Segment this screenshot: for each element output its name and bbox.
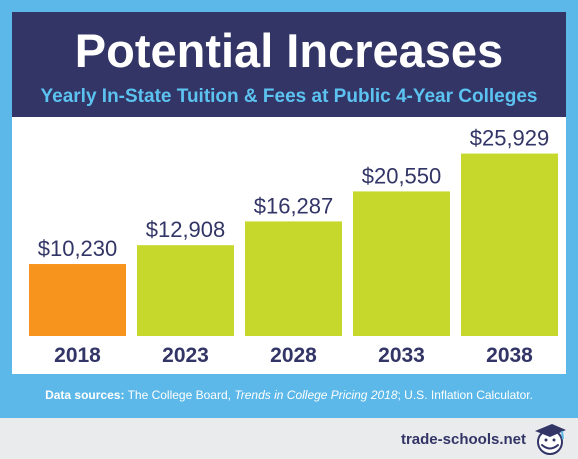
data-sources: Data sources: The College Board, Trends … — [0, 387, 578, 403]
value-label-2033: $20,550 — [362, 163, 442, 188]
footer: trade-schools.net — [0, 418, 578, 459]
data-sources-publication: Trends in College Pricing 2018 — [234, 388, 398, 402]
chart-header: Potential Increases Yearly In-State Tuit… — [12, 12, 566, 117]
graduation-cap-face-icon — [535, 424, 566, 455]
value-label-2028: $16,287 — [254, 193, 334, 218]
bar-2018 — [29, 264, 126, 336]
bar-2028 — [245, 221, 342, 336]
category-label-2033: 2033 — [378, 344, 425, 367]
bar-2023 — [137, 245, 234, 336]
value-label-2023: $12,908 — [146, 217, 226, 242]
data-sources-prefix: Data sources: — [45, 388, 125, 402]
chart-subtitle: Yearly In-State Tuition & Fees at Public… — [40, 86, 538, 107]
category-label-2023: 2023 — [162, 344, 209, 367]
plot-area: $10,230 2018 $12,908 2023 $16,287 2028 $20,550… — [12, 117, 566, 374]
bar-chart: $10,230 2018 $12,908 2023 $16,287 2028 $20,550… — [29, 126, 558, 367]
data-sources-text-1: The College Board, — [124, 388, 235, 402]
category-label-2028: 2028 — [270, 344, 317, 367]
data-sources-text-2: ; U.S. Inflation Calculator. — [397, 388, 533, 402]
category-label-2038: 2038 — [486, 344, 533, 367]
chart-title: Potential Increases — [74, 24, 504, 77]
value-label-2038: $25,929 — [470, 126, 550, 151]
bar-2038 — [461, 153, 558, 336]
bar-2033 — [353, 191, 450, 336]
category-label-2018: 2018 — [54, 344, 101, 367]
chart-frame: Potential Increases Yearly In-State Tuit… — [0, 0, 578, 418]
brand-name: trade-schools.net — [400, 431, 526, 448]
value-label-2018: $10,230 — [38, 236, 118, 261]
